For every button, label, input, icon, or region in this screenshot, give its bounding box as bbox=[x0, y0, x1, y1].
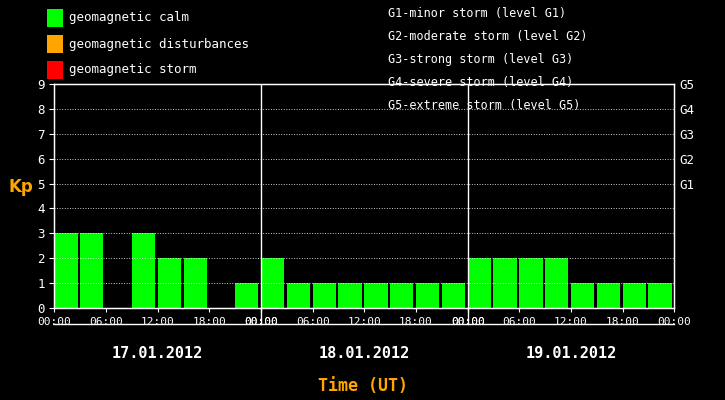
Bar bbox=[597, 283, 620, 308]
Bar bbox=[390, 283, 413, 308]
Text: G2-moderate storm (level G2): G2-moderate storm (level G2) bbox=[388, 30, 587, 43]
Bar bbox=[494, 258, 517, 308]
Text: Time (UT): Time (UT) bbox=[318, 377, 407, 395]
Bar bbox=[364, 283, 388, 308]
Bar bbox=[416, 283, 439, 308]
Bar bbox=[468, 258, 491, 308]
Bar bbox=[157, 258, 181, 308]
Bar bbox=[235, 283, 258, 308]
Text: G4-severe storm (level G4): G4-severe storm (level G4) bbox=[388, 76, 573, 89]
Bar bbox=[545, 258, 568, 308]
Text: 19.01.2012: 19.01.2012 bbox=[526, 346, 616, 362]
Bar bbox=[261, 258, 284, 308]
Text: 17.01.2012: 17.01.2012 bbox=[112, 346, 203, 362]
Bar bbox=[132, 233, 155, 308]
Bar bbox=[287, 283, 310, 308]
Bar bbox=[54, 233, 78, 308]
Bar bbox=[339, 283, 362, 308]
Text: geomagnetic disturbances: geomagnetic disturbances bbox=[69, 38, 249, 50]
Y-axis label: Kp: Kp bbox=[8, 178, 33, 196]
Text: geomagnetic calm: geomagnetic calm bbox=[69, 12, 189, 24]
Bar bbox=[312, 283, 336, 308]
Bar bbox=[648, 283, 671, 308]
Bar bbox=[623, 283, 646, 308]
Text: geomagnetic storm: geomagnetic storm bbox=[69, 64, 196, 76]
Text: 18.01.2012: 18.01.2012 bbox=[319, 346, 410, 362]
Bar bbox=[442, 283, 465, 308]
Text: G3-strong storm (level G3): G3-strong storm (level G3) bbox=[388, 53, 573, 66]
Bar bbox=[80, 233, 104, 308]
Bar bbox=[519, 258, 542, 308]
Bar bbox=[571, 283, 594, 308]
Text: G1-minor storm (level G1): G1-minor storm (level G1) bbox=[388, 8, 566, 20]
Bar bbox=[183, 258, 207, 308]
Text: G5-extreme storm (level G5): G5-extreme storm (level G5) bbox=[388, 99, 580, 112]
